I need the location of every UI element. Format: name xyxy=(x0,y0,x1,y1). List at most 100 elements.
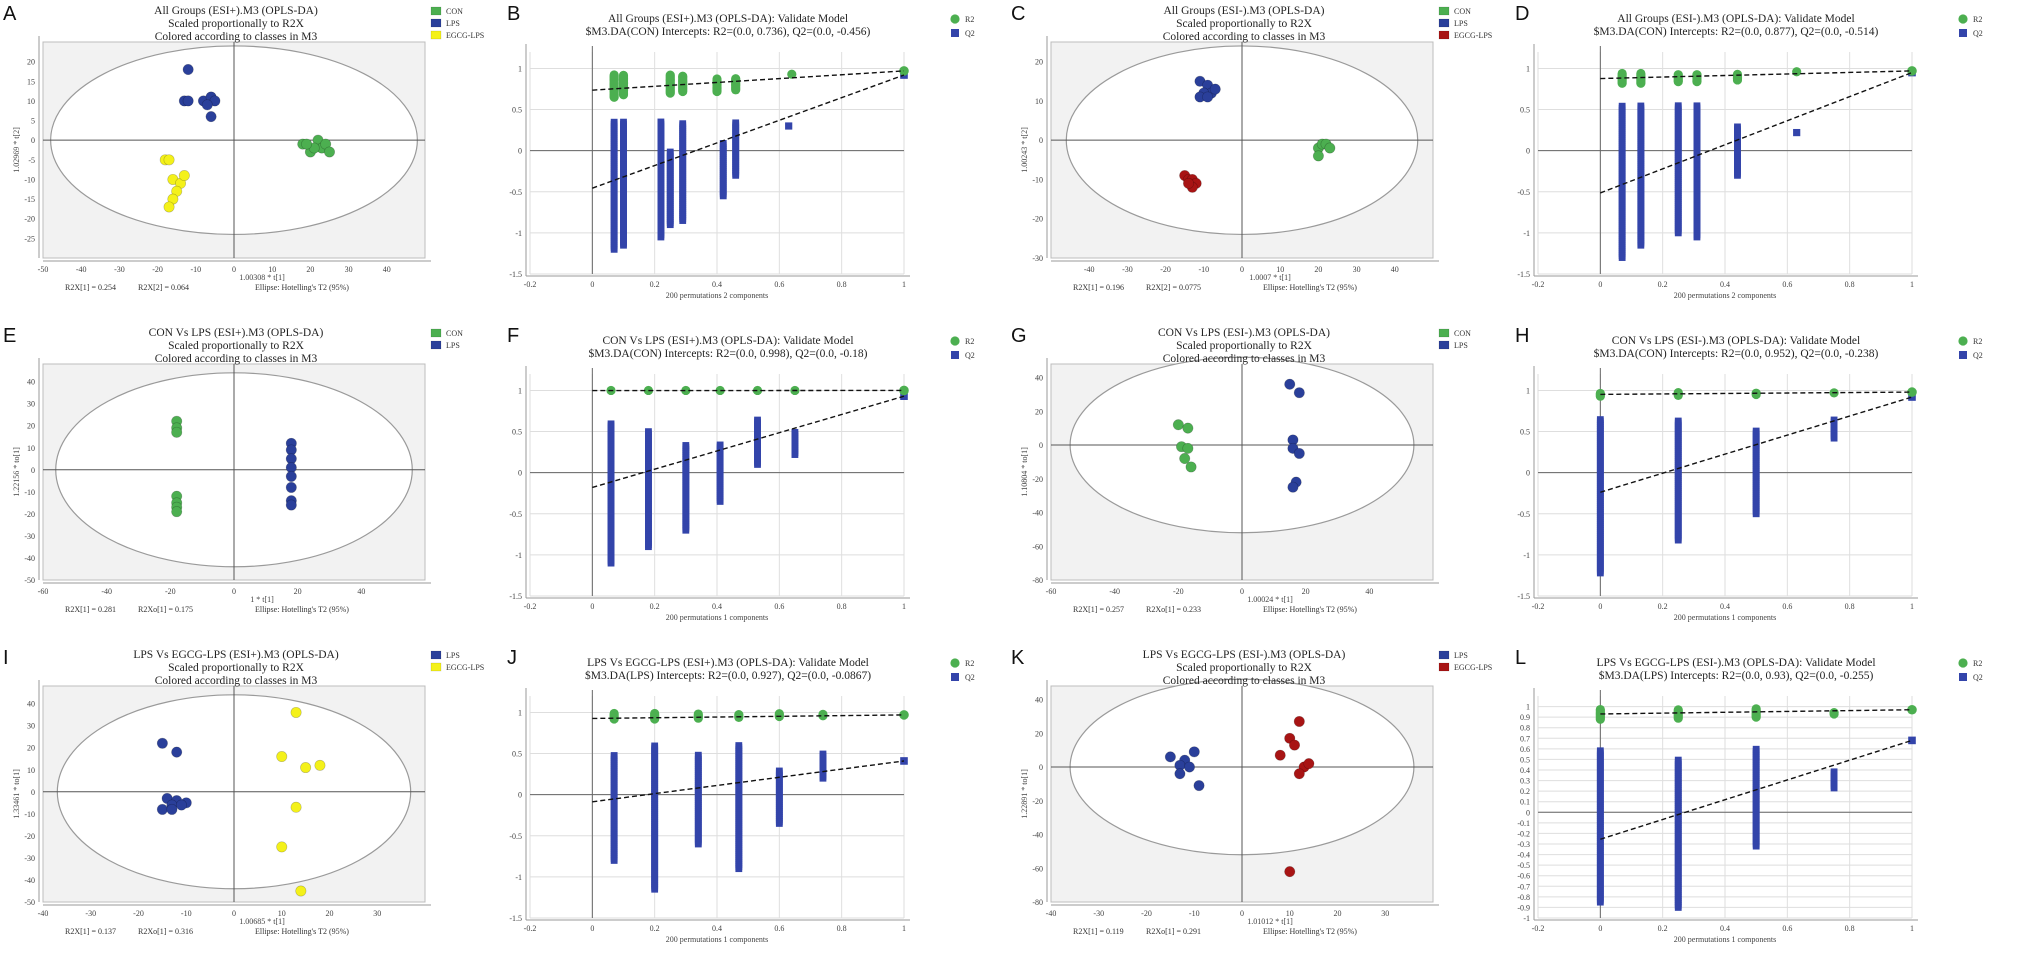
score-point-lps xyxy=(201,99,213,111)
legend-label: Q2 xyxy=(1973,351,1983,360)
y-tick-label: -40 xyxy=(24,554,35,563)
legend-swatch xyxy=(1958,658,1968,668)
r2-permutation-point xyxy=(818,709,828,719)
r2-permutation-point xyxy=(1673,70,1683,80)
y-axis-label: 1.10804 * to[1] xyxy=(1020,447,1029,497)
x-axis-label: 1.00685 * t[1] xyxy=(239,917,285,926)
panel-letter: B xyxy=(507,3,520,25)
chart-title-line: Scaled proportionally to R2X xyxy=(168,662,304,674)
r2-permutation-point xyxy=(609,708,619,719)
r2-permutation-point xyxy=(752,385,763,396)
y-tick-label: 0 xyxy=(31,136,35,145)
x-tick-label: 0.8 xyxy=(1845,280,1855,289)
q2-permutation-point xyxy=(719,140,727,147)
x-tick-label: 0 xyxy=(590,924,594,933)
legend-label: R2 xyxy=(965,659,974,668)
footer-stat: R2X[1] = 0.137 xyxy=(65,927,116,936)
score-point-egcg-lps xyxy=(1293,768,1305,780)
x-tick-label: -40 xyxy=(1109,587,1120,596)
footer-stat: Ellipse: Hotelling's T2 (95%) xyxy=(255,283,349,292)
y-tick-label: -1 xyxy=(515,551,522,560)
x-tick-label: 0.8 xyxy=(1845,924,1855,933)
y-tick-label: 0.1 xyxy=(1520,798,1530,807)
score-point-lps xyxy=(1209,83,1221,95)
score-point-lps xyxy=(182,63,194,75)
panel-letter: C xyxy=(1011,3,1025,25)
q2-permutation-point xyxy=(1637,102,1645,110)
chart-title-line: Scaled proportionally to R2X xyxy=(168,340,304,352)
legend-label: CON xyxy=(446,7,463,16)
r2-permutation-point xyxy=(734,710,744,720)
x-tick-label: 1 xyxy=(902,602,906,611)
q2-permutation-point xyxy=(732,119,740,127)
score-point-egcg-lps xyxy=(1183,177,1195,189)
q2-permutation-point xyxy=(754,416,761,424)
chart-title-line: CON Vs LPS (ESI+).M3 (OPLS-DA): Validate… xyxy=(602,335,853,347)
r2-permutation-point xyxy=(1673,705,1683,715)
footer-stat: R2X[1] = 0.196 xyxy=(1073,283,1124,292)
score-point-lps xyxy=(171,746,183,758)
x-tick-label: 0 xyxy=(590,280,594,289)
x-axis-label: 1.0007 * t[1] xyxy=(1249,273,1291,282)
q2-permutation-point xyxy=(1596,416,1604,423)
r2-permutation-point xyxy=(693,709,703,719)
x-tick-label: -40 xyxy=(38,909,49,918)
y-tick-label: -0.5 xyxy=(1517,510,1530,519)
score-point-egcg-lps xyxy=(290,706,302,718)
chart-title-line: All Groups (ESI-).M3 (OPLS-DA): Validate… xyxy=(1617,13,1854,25)
x-axis-label: 200 permutations 1 components xyxy=(1674,613,1776,622)
x-tick-label: 0.6 xyxy=(774,602,784,611)
y-axis-label: 1.22891 * to[1] xyxy=(1020,769,1029,819)
x-axis-label: 200 permutations 2 components xyxy=(1674,291,1776,300)
panel-letter: F xyxy=(507,325,519,347)
x-tick-label: 0 xyxy=(590,602,594,611)
x-tick-label: 20 xyxy=(1302,587,1310,596)
y-tick-label: 0 xyxy=(1039,136,1043,145)
legend-label: Q2 xyxy=(965,29,975,38)
y-tick-label: 0.2 xyxy=(1520,787,1530,796)
q2-permutation-point xyxy=(679,120,687,128)
x-tick-label: -0.2 xyxy=(524,280,537,289)
score-point-con xyxy=(301,138,313,150)
footer-stat: R2Xo[1] = 0.316 xyxy=(138,927,193,936)
x-tick-label: -30 xyxy=(114,265,125,274)
y-tick-label: -25 xyxy=(24,234,35,243)
y-tick-label: 0 xyxy=(1039,441,1043,450)
legend-swatch xyxy=(1438,340,1450,350)
x-tick-label: -40 xyxy=(76,265,87,274)
q2-original-point xyxy=(1908,393,1916,401)
r2-permutation-point xyxy=(1617,68,1627,79)
x-tick-label: -50 xyxy=(38,265,49,274)
panel-a: A -50 -40 -30 -20 -10 0 10 20 30 40 20 15 10 5 0 -5 -10 -1… xyxy=(3,3,484,292)
r2-original-point xyxy=(899,385,909,396)
x-axis-label: 1.00024 * t[1] xyxy=(1247,595,1293,604)
x-tick-label: 0.6 xyxy=(1782,602,1792,611)
y-tick-label: 0.7 xyxy=(1520,734,1530,743)
y-tick-label: 0.5 xyxy=(512,428,522,437)
x-tick-label: 0.2 xyxy=(650,280,660,289)
y-tick-label: -20 xyxy=(24,510,35,519)
y-axis-label: 1.02969 * t[2] xyxy=(12,127,21,173)
y-tick-label: -50 xyxy=(24,898,35,907)
x-tick-label: 0 xyxy=(1240,909,1244,918)
x-tick-label: 20 xyxy=(294,587,302,596)
y-tick-label: 1 xyxy=(518,386,522,395)
y-tick-label: 1 xyxy=(518,708,522,717)
panel-g: G-60 -40 -20 0 20 4040200-20-40-60-801.00024 … xyxy=(1011,325,1471,614)
panel-f: F -0.2 0 0.2 0.4 0.6 0.8 1 1 0.5 0 -0.5 -1 -1.5 200 pe… xyxy=(507,325,975,622)
y-tick-label: 0.5 xyxy=(512,106,522,115)
footer-stat: Ellipse: Hotelling's T2 (95%) xyxy=(1263,605,1357,614)
x-tick-label: -30 xyxy=(1093,909,1104,918)
x-tick-label: 0.8 xyxy=(1845,602,1855,611)
panel-letter: A xyxy=(3,3,17,25)
x-tick-label: 10 xyxy=(268,265,276,274)
q2-permutation-point xyxy=(682,442,690,449)
y-tick-label: -20 xyxy=(24,215,35,224)
panel-l: L-0.2 0 0.2 0.4 0.6 0.8 110.90.80.70.60.50.40.… xyxy=(1515,647,1983,944)
y-tick-label: -20 xyxy=(24,832,35,841)
legend-label: CON xyxy=(1454,7,1471,16)
footer-stat: R2Xo[1] = 0.175 xyxy=(138,605,193,614)
y-tick-label: -1.5 xyxy=(509,914,522,923)
legend-label: R2 xyxy=(965,15,974,24)
score-point-egcg-lps xyxy=(300,762,312,774)
